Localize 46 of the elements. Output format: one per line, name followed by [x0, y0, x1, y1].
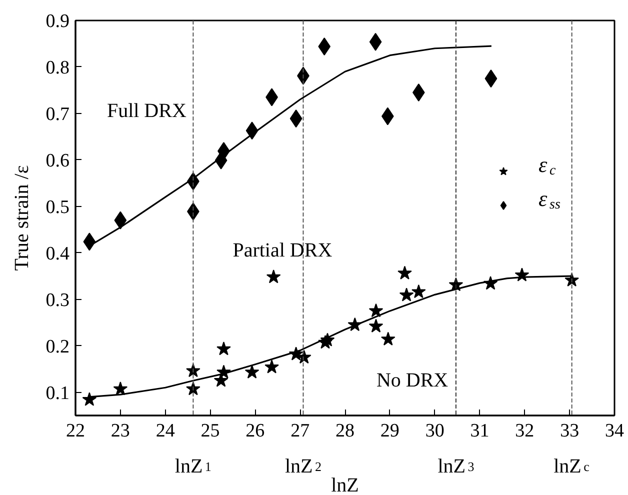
- point: [368, 318, 384, 332]
- x-tick-label: 27: [290, 420, 310, 442]
- point: [216, 342, 231, 356]
- point: [244, 364, 260, 378]
- point: [484, 70, 498, 88]
- point: [412, 284, 426, 298]
- x-tick-label: 34: [605, 420, 624, 442]
- x-tick-label: 29: [380, 420, 400, 442]
- point: [369, 32, 382, 51]
- point: [83, 232, 96, 251]
- point: [266, 270, 281, 284]
- x-tick-label: 28: [336, 420, 354, 442]
- point: [380, 332, 396, 346]
- point: [82, 392, 97, 406]
- x-tick-label: 23: [110, 420, 130, 442]
- point: [264, 360, 279, 374]
- x-tick-label: 25: [200, 420, 220, 442]
- y-tick-label: 0.1: [46, 382, 70, 404]
- point: [399, 288, 414, 302]
- point: [412, 84, 425, 102]
- y-tick-label: 0.9: [46, 11, 70, 32]
- annotation: Partial DRX: [232, 240, 333, 262]
- x-tick-label: 31: [470, 420, 490, 442]
- y-tick-label: 0.3: [46, 290, 70, 311]
- annotation: Full DRX: [106, 100, 187, 122]
- x-tick-label: 33: [560, 420, 580, 442]
- y-tick-label: 0.8: [46, 57, 70, 78]
- x-tick-label: 26: [246, 420, 265, 442]
- point: [318, 38, 331, 56]
- y-tick-label: 0.6: [46, 150, 70, 172]
- annotation: No DRX: [376, 370, 449, 392]
- y-axis-title: True strain /ε: [10, 165, 33, 271]
- point: [113, 382, 128, 396]
- x-tick-label: 24: [156, 420, 176, 442]
- y-tick-label: 0.5: [46, 196, 70, 218]
- point: [368, 303, 384, 318]
- x-tick-label: 22: [66, 420, 85, 442]
- y-tick-label: 0.2: [46, 336, 70, 358]
- x-axis-title: lnZ: [331, 474, 359, 495]
- point: [398, 266, 412, 280]
- point: [114, 211, 127, 230]
- y-tick-label: 0.7: [46, 104, 70, 125]
- point: [290, 110, 302, 128]
- y-tick-label: 0.4: [46, 243, 70, 264]
- x-tick-label: 32: [515, 420, 534, 442]
- x-tick-label: 30: [425, 420, 444, 442]
